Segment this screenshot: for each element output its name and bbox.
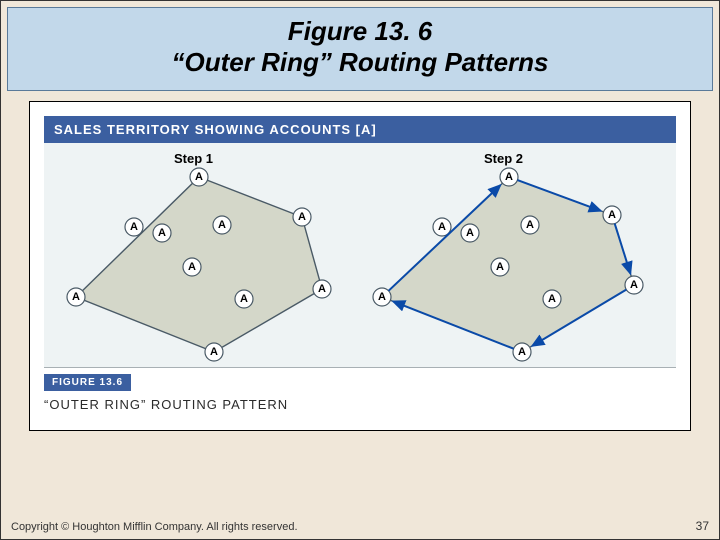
title-line-1: Figure 13. 6 [18,16,702,47]
figure-subtitle: “OUTER RING” ROUTING PATTERN [44,397,676,412]
account-label: A [318,283,326,295]
account-label: A [548,293,556,305]
step-label: Step 1 [174,151,213,166]
caption-bar: SALES TERRITORY SHOWING ACCOUNTS [A] [44,116,676,143]
account-label: A [505,171,513,183]
account-label: A [130,221,138,233]
account-label: A [438,221,446,233]
slide-title: Figure 13. 6 “Outer Ring” Routing Patter… [18,16,702,78]
page-number: 37 [696,519,709,533]
step-label: Step 2 [484,151,523,166]
account-label: A [496,261,504,273]
slide-title-bar: Figure 13. 6 “Outer Ring” Routing Patter… [7,7,713,91]
account-label: A [630,279,638,291]
routing-diagram: A A A A A A A A A A Step 1 A A A A A A A A A A Step 2 [44,147,660,367]
account-label: A [158,227,166,239]
account-label: A [526,219,534,231]
account-label: A [210,346,218,358]
copyright-footer: Copyright © Houghton Mifflin Company. Al… [11,521,298,533]
account-label: A [378,291,386,303]
account-label: A [72,291,80,303]
account-label: A [298,211,306,223]
account-label: A [188,261,196,273]
title-line-2: “Outer Ring” Routing Patterns [18,47,702,78]
figure-label-row: FIGURE 13.6 [44,374,676,391]
account-label: A [218,219,226,231]
account-label: A [518,346,526,358]
diagram-wrap: A A A A A A A A A A Step 1 A A A A A A A A A A Step 2 [44,143,676,368]
account-label: A [608,209,616,221]
figure-badge: FIGURE 13.6 [44,374,131,391]
figure-panel: SALES TERRITORY SHOWING ACCOUNTS [A] AAA… [29,101,691,431]
account-label: A [240,293,248,305]
account-label: A [466,227,474,239]
account-label: A [195,171,203,183]
